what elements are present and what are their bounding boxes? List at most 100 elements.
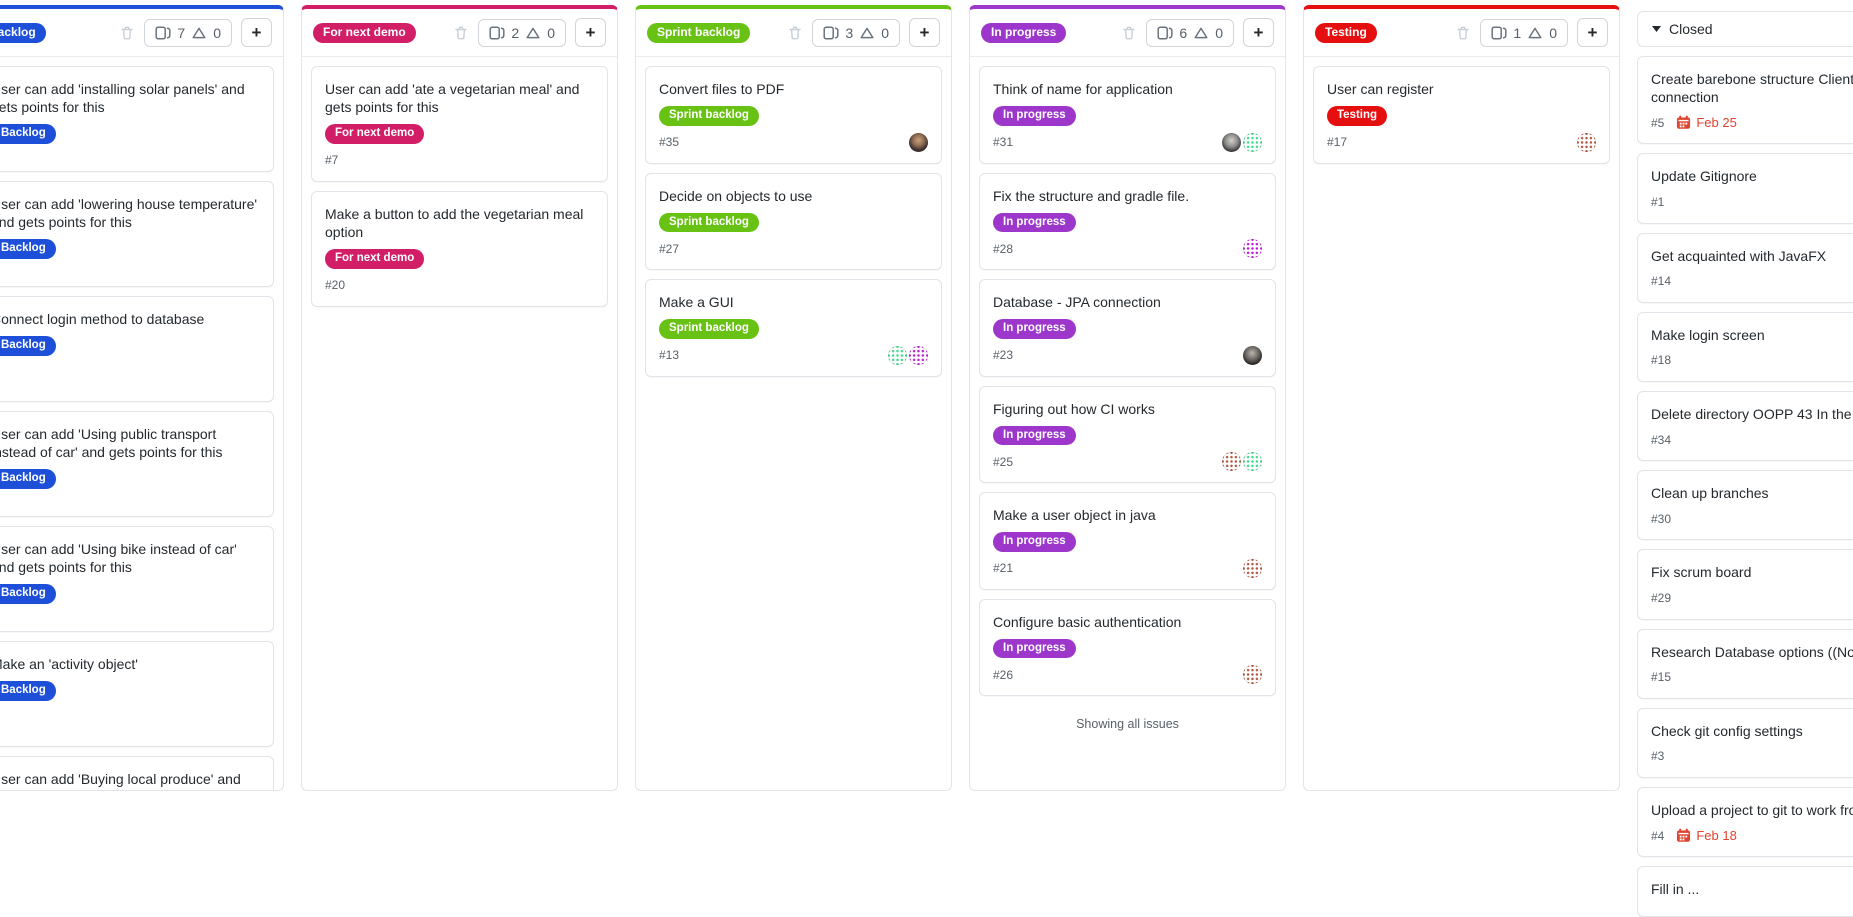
delete-column-button[interactable] [453,25,469,41]
issue-card[interactable]: User can add 'lowering house temperature… [0,181,274,287]
card-title[interactable]: Connect login method to database [0,311,205,327]
chevron-down-icon [1652,26,1661,32]
cards-count: 3 [845,24,854,41]
issue-card[interactable]: User can add 'ate a vegetarian meal' and… [311,66,608,182]
card-title[interactable]: Make a user object in java [993,507,1156,524]
issue-card[interactable]: Decide on objects to use Sprint backlog … [645,172,942,271]
issue-card[interactable]: Clean up branches #30 [1637,470,1853,541]
card-title[interactable]: Make an 'activity object' [0,656,138,672]
issue-card[interactable]: Make a GUI Sprint backlog #13 [645,279,942,377]
card-title[interactable]: Research Database options ((No)SQL?) [1651,643,1853,660]
add-card-button[interactable]: + [909,18,940,47]
issue-card[interactable]: User can add 'Buying local produce' and … [0,756,274,790]
issue-card[interactable]: Make a button to add the vegetarian meal… [311,190,608,307]
card-title[interactable]: Fix the structure and gradle file. [993,187,1190,204]
issue-number: #17 [1327,135,1348,150]
issue-card[interactable]: Figuring out how CI works In progress #2… [979,385,1276,484]
add-card-button[interactable]: + [1577,18,1608,47]
avatar [1222,132,1241,152]
issue-card[interactable]: Make login screen #18 [1637,311,1853,382]
issue-card[interactable]: Database - JPA connection In progress #2… [979,279,1276,377]
card-title[interactable]: User can register [1327,81,1434,97]
cards-count-icon [823,25,839,40]
card-title[interactable]: User can add 'Using public transport ins… [0,426,223,461]
card-label: In progress [993,532,1076,552]
issue-card[interactable]: Delete directory OOPP 43 In the beginnin… [1637,390,1853,462]
card-title[interactable]: User can add 'installing solar panels' a… [0,81,245,116]
closed-column-toggle[interactable]: Closed [1637,11,1853,47]
issue-number: #5 [1651,115,1665,130]
card-title[interactable]: User can add 'Buying local produce' and … [0,771,241,790]
card-title[interactable]: Figuring out how CI works [993,400,1155,417]
card-label: In progress [993,639,1076,659]
card-title[interactable]: Make a button to add the vegetarian meal… [325,205,584,240]
card-label: In progress [993,319,1076,339]
issue-card[interactable]: User can add 'installing solar panels' a… [0,66,274,172]
card-title[interactable]: Convert files to PDF [659,81,785,97]
issue-card[interactable]: Fill in ... [1637,866,1853,917]
card-title[interactable]: Delete directory OOPP 43 In the beginnin… [1651,405,1853,422]
card-title[interactable]: Fix scrum board [1651,564,1752,581]
issue-card[interactable]: Convert files to PDF Sprint backlog #35 [645,66,942,164]
add-card-button[interactable]: + [575,18,606,47]
add-card-button[interactable]: + [1243,18,1274,47]
milestone-count: 0 [213,24,221,41]
card-title[interactable]: Get acquainted with JavaFX [1651,247,1827,264]
card-title[interactable]: Create barebone structure Client-Server … [1651,71,1853,106]
card-title[interactable]: Clean up branches [1651,485,1769,502]
milestone-count: 0 [881,24,889,41]
card-title[interactable]: Think of name for application [993,81,1173,97]
cards-count: 7 [177,24,186,41]
add-card-button[interactable]: + [241,18,272,47]
avatar [1577,132,1596,152]
card-title[interactable]: Make a GUI [659,294,734,311]
card-title[interactable]: User can add 'lowering house temperature… [0,196,258,231]
issue-number: #13 [659,348,680,363]
issue-card[interactable]: Think of name for application In progres… [979,66,1276,164]
card-list: Convert files to PDF Sprint backlog #35 … [636,57,951,386]
issue-card[interactable]: Upload a project to git to work from #4 … [1637,786,1853,858]
delete-column-button[interactable] [1121,25,1137,41]
card-title[interactable]: Update Gitignore [1651,168,1757,185]
issue-card[interactable]: Update Gitignore #1 [1637,153,1853,224]
column-sprint-backlog: Sprint backlog 3 0 + Convert files to PD… [635,5,952,791]
issue-card[interactable]: Create barebone structure Client-Server … [1637,56,1853,145]
issue-card[interactable]: User can add 'Using public transport ins… [0,411,274,517]
issue-card[interactable]: Fix scrum board #29 [1637,549,1853,620]
avatar [1243,452,1262,472]
issue-card[interactable]: Research Database options ((No)SQL?) #15 [1637,628,1853,699]
card-title[interactable]: Upload a project to git to work from [1651,801,1853,818]
card-label: In progress [993,106,1076,126]
avatar [1243,665,1262,685]
issue-card[interactable]: Configure basic authentication In progre… [979,598,1276,697]
issue-card[interactable]: Check git config settings #3 [1637,707,1853,778]
issue-card[interactable]: Connect login method to database Backlog [0,296,274,402]
card-title[interactable]: Database - JPA connection [993,294,1161,311]
column-counter: 1 0 [1480,18,1568,47]
card-label: Backlog [0,681,56,701]
card-label: Backlog [0,239,56,259]
issue-card[interactable]: Fix the structure and gradle file. In pr… [979,172,1276,271]
card-title[interactable]: User can add 'Using bike instead of car'… [0,541,237,576]
issue-card[interactable]: Get acquainted with JavaFX #14 [1637,232,1853,303]
card-title[interactable]: Check git config settings [1651,722,1803,739]
delete-column-button[interactable] [1455,25,1471,41]
delete-column-button[interactable] [119,25,135,41]
due-date: Feb 25 [1676,115,1737,130]
calendar-icon [1677,115,1691,130]
card-title[interactable]: Make login screen [1651,326,1765,343]
issue-card[interactable]: User can add 'Using bike instead of car'… [0,526,274,632]
card-title[interactable]: Decide on objects to use [659,187,813,204]
card-title[interactable]: Configure basic authentication [993,613,1182,630]
issue-card[interactable]: Make an 'activity object' Backlog [0,641,274,747]
issue-number: #35 [659,135,680,150]
issue-card[interactable]: User can register Testing #17 [1313,66,1610,164]
card-label: Backlog [0,336,56,356]
card-title[interactable]: Fill in ... [1651,881,1700,898]
card-title[interactable]: User can add 'ate a vegetarian meal' and… [325,81,580,116]
issue-number: #7 [325,153,339,168]
issue-card[interactable]: Make a user object in java In progress #… [979,492,1276,590]
card-label: In progress [993,212,1076,233]
issue-number: #25 [993,454,1014,469]
delete-column-button[interactable] [787,25,803,41]
